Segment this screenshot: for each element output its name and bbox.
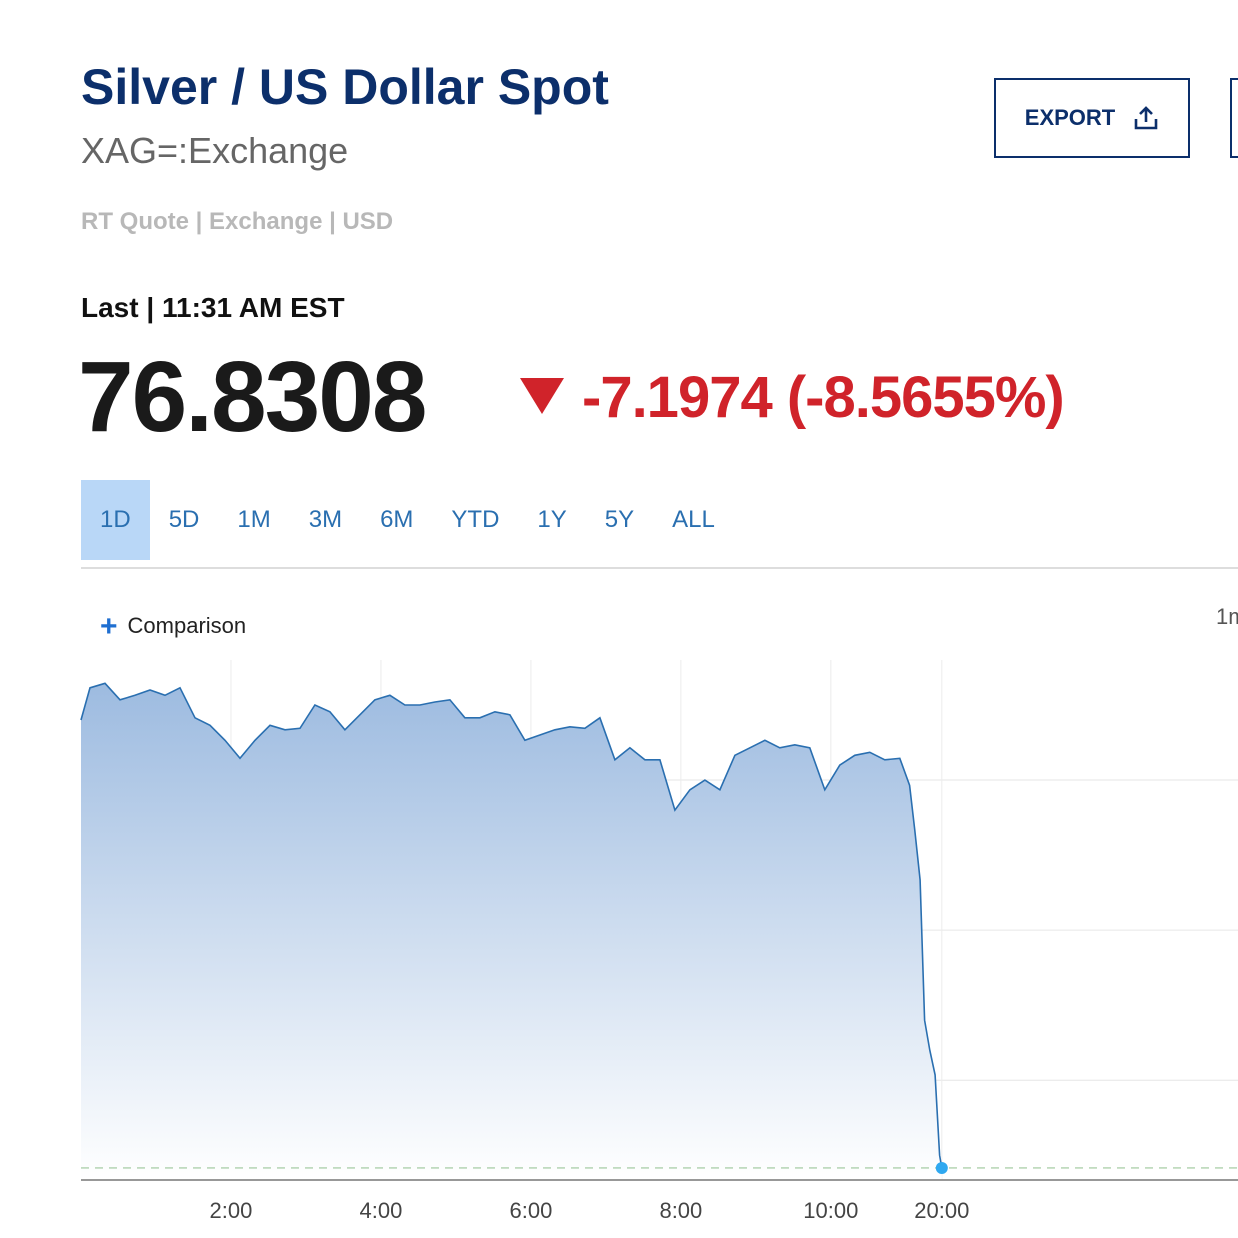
range-tab[interactable]: ALL [672,506,715,533]
x-tick-label: 6:00 [509,1198,552,1223]
down-arrow [520,378,564,414]
x-tick-label: 8:00 [659,1198,702,1223]
area-fill [81,683,942,1180]
range-tab[interactable]: 3M [308,506,343,533]
settings-button[interactable] [1230,78,1238,158]
range-tab[interactable]: 5D [168,506,200,533]
export-icon [1134,106,1158,130]
symbol: XAG=:Exchange [81,130,349,171]
comparison-button[interactable]: + Comparison [100,610,247,643]
range-tab[interactable]: 1D [81,480,150,560]
price-line [80,682,943,1169]
x-tick-label: 2:00 [210,1198,253,1223]
quote-info: RT Quote | Exchange | USD [81,208,394,235]
last-price: 76.8308 [78,341,427,453]
divider [81,567,1238,569]
interval-label[interactable]: 1m [1216,604,1238,629]
x-tick-label: 4:00 [360,1198,403,1223]
export-button[interactable]: EXPORT [994,78,1190,158]
range-tabs: 1D 5D 1M 3M 6M YTD 1Y 5Y ALL [81,480,734,560]
range-tab[interactable]: 1Y [537,506,567,533]
x-tick-label: 10:00 [803,1198,858,1223]
export-label: EXPORT [1024,105,1116,130]
range-tab[interactable]: YTD [451,506,500,533]
range-tab[interactable]: 5Y [604,506,635,533]
range-tab[interactable]: 1M [237,506,271,533]
title: Silver / US Dollar Spot [81,59,609,115]
last-point [935,1161,948,1174]
x-tick-label: 20:00 [914,1198,969,1223]
comparison-label: Comparison [127,613,247,638]
range-tab[interactable]: 6M [380,506,414,533]
price-change: -7.1974 (-8.5655%) [582,365,1065,430]
last-label: Last | 11:31 AM EST [81,292,345,323]
